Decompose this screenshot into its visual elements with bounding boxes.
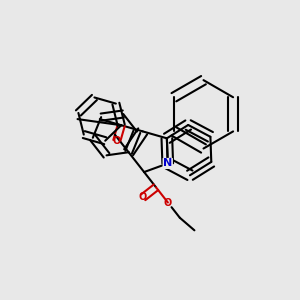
Text: O: O <box>139 192 147 202</box>
Text: O: O <box>112 136 121 146</box>
Text: O: O <box>164 197 172 208</box>
Text: N: N <box>163 158 172 169</box>
